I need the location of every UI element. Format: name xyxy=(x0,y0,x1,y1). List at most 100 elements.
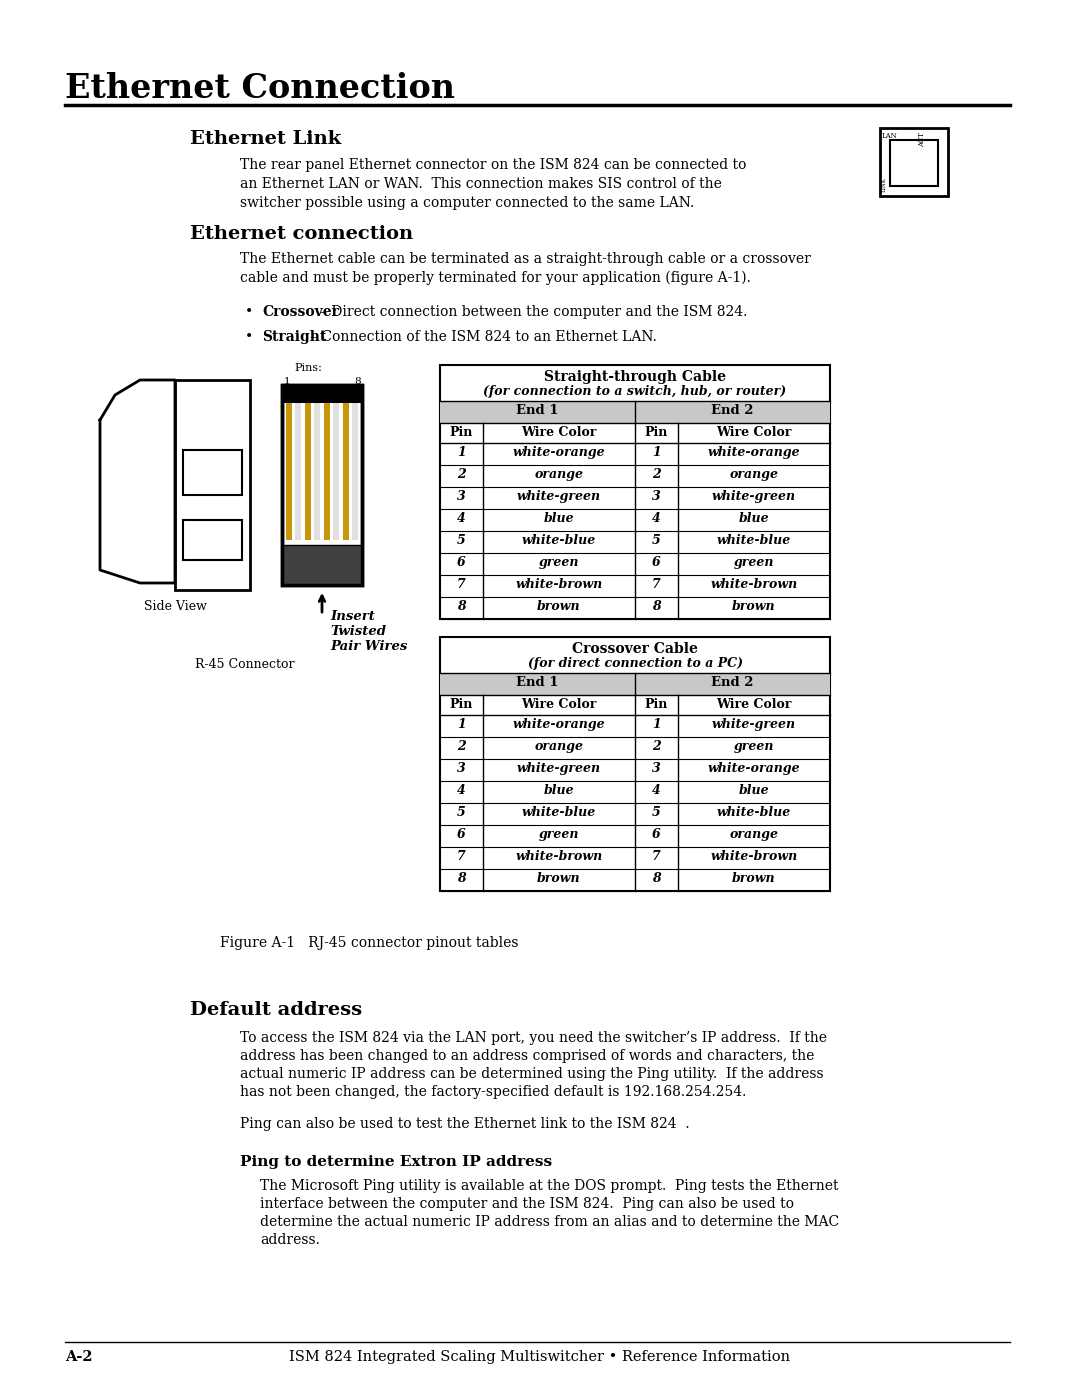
Text: End 2: End 2 xyxy=(712,676,754,689)
Text: (for direct connection to a PC): (for direct connection to a PC) xyxy=(527,657,743,671)
Bar xyxy=(440,673,635,694)
Text: Ethernet Link: Ethernet Link xyxy=(190,130,341,148)
Text: End 2: End 2 xyxy=(712,404,754,416)
Text: Wire Color: Wire Color xyxy=(522,698,596,711)
Text: Wire Color: Wire Color xyxy=(716,698,792,711)
Text: green: green xyxy=(539,556,579,569)
Text: – Direct connection between the computer and the ISM 824.: – Direct connection between the computer… xyxy=(320,305,747,319)
Text: 1: 1 xyxy=(652,446,661,460)
Bar xyxy=(440,365,831,619)
Text: 3: 3 xyxy=(652,490,661,503)
Text: actual numeric IP address can be determined using the Ping utility.  If the addr: actual numeric IP address can be determi… xyxy=(240,1067,824,1081)
Text: (for connection to a switch, hub, or router): (for connection to a switch, hub, or rou… xyxy=(484,386,786,398)
Text: 2: 2 xyxy=(652,740,661,753)
Bar xyxy=(440,401,635,423)
Text: 1: 1 xyxy=(457,446,465,460)
Text: has not been changed, the factory-specified default is 192.168.254.254.: has not been changed, the factory-specif… xyxy=(240,1085,746,1099)
Text: Pin: Pin xyxy=(449,698,473,711)
Text: white-orange: white-orange xyxy=(707,446,800,460)
Text: white-brown: white-brown xyxy=(711,578,797,591)
Text: The Microsoft Ping utility is available at the DOS prompt.  Ping tests the Ether: The Microsoft Ping utility is available … xyxy=(260,1179,838,1193)
Text: orange: orange xyxy=(729,468,779,481)
Text: green: green xyxy=(733,556,774,569)
Text: Pins:: Pins: xyxy=(294,363,322,373)
Text: Side View: Side View xyxy=(144,599,206,613)
Text: address has been changed to an address comprised of words and characters, the: address has been changed to an address c… xyxy=(240,1049,814,1063)
Text: brown: brown xyxy=(537,599,581,613)
Text: 5: 5 xyxy=(457,534,465,548)
Text: white-green: white-green xyxy=(712,718,796,731)
Text: Pin: Pin xyxy=(645,698,669,711)
Text: End 1: End 1 xyxy=(516,676,558,689)
Text: •: • xyxy=(245,305,253,319)
Text: white-blue: white-blue xyxy=(717,806,791,819)
Text: •: • xyxy=(245,330,253,344)
Text: 3: 3 xyxy=(652,761,661,775)
Text: white-green: white-green xyxy=(517,761,600,775)
Text: determine the actual numeric IP address from an alias and to determine the MAC: determine the actual numeric IP address … xyxy=(260,1215,839,1229)
Text: Straight-through Cable: Straight-through Cable xyxy=(544,370,726,384)
Text: brown: brown xyxy=(732,599,775,613)
Bar xyxy=(175,380,249,590)
Text: 8: 8 xyxy=(652,599,661,613)
Text: 1: 1 xyxy=(652,718,661,731)
Text: green: green xyxy=(733,740,774,753)
Text: A-2: A-2 xyxy=(65,1350,93,1363)
Text: ISM 824 Integrated Scaling Multiswitcher • Reference Information: ISM 824 Integrated Scaling Multiswitcher… xyxy=(289,1350,791,1363)
Text: 4: 4 xyxy=(457,511,465,525)
Text: Pin: Pin xyxy=(449,426,473,439)
Bar xyxy=(183,520,242,560)
Text: white-brown: white-brown xyxy=(711,849,797,863)
Text: brown: brown xyxy=(537,872,581,886)
Text: LAN: LAN xyxy=(882,131,897,140)
Bar xyxy=(285,390,292,541)
Text: 7: 7 xyxy=(652,849,661,863)
Bar xyxy=(440,637,831,891)
Text: 8: 8 xyxy=(652,872,661,886)
Text: Figure A-1   RJ-45 connector pinout tables: Figure A-1 RJ-45 connector pinout tables xyxy=(220,936,518,950)
Text: Crossover: Crossover xyxy=(262,305,339,319)
Text: 2: 2 xyxy=(457,740,465,753)
Text: blue: blue xyxy=(543,784,575,798)
Text: 7: 7 xyxy=(652,578,661,591)
Text: – Connection of the ISM 824 to an Ethernet LAN.: – Connection of the ISM 824 to an Ethern… xyxy=(310,330,657,344)
Text: ACT: ACT xyxy=(918,131,926,147)
Text: 6: 6 xyxy=(457,556,465,569)
Bar xyxy=(295,390,301,541)
Text: white-blue: white-blue xyxy=(717,534,791,548)
Text: 1: 1 xyxy=(284,377,291,386)
Text: white-brown: white-brown xyxy=(515,578,603,591)
Text: orange: orange xyxy=(729,828,779,841)
Text: R-45 Connector: R-45 Connector xyxy=(195,658,295,671)
Text: 8: 8 xyxy=(457,599,465,613)
Text: orange: orange xyxy=(535,740,583,753)
Text: Wire Color: Wire Color xyxy=(522,426,596,439)
Text: Straight: Straight xyxy=(262,330,326,344)
Bar xyxy=(635,673,831,694)
Text: switcher possible using a computer connected to the same LAN.: switcher possible using a computer conne… xyxy=(240,196,694,210)
Text: 6: 6 xyxy=(652,556,661,569)
Text: 4: 4 xyxy=(652,511,661,525)
Text: The Ethernet cable can be terminated as a straight-through cable or a crossover: The Ethernet cable can be terminated as … xyxy=(240,251,811,265)
Bar xyxy=(342,390,349,541)
Text: green: green xyxy=(539,828,579,841)
Bar xyxy=(183,450,242,495)
Text: 2: 2 xyxy=(457,468,465,481)
Text: To access the ISM 824 via the LAN port, you need the switcher’s IP address.  If : To access the ISM 824 via the LAN port, … xyxy=(240,1031,827,1045)
Text: The rear panel Ethernet connector on the ISM 824 can be connected to: The rear panel Ethernet connector on the… xyxy=(240,158,746,172)
Bar xyxy=(282,545,362,585)
Text: Wire Color: Wire Color xyxy=(716,426,792,439)
Text: white-orange: white-orange xyxy=(513,718,605,731)
Text: an Ethernet LAN or WAN.  This connection makes SIS control of the: an Ethernet LAN or WAN. This connection … xyxy=(240,177,721,191)
Text: End 1: End 1 xyxy=(516,404,558,416)
Text: 4: 4 xyxy=(457,784,465,798)
Text: 3: 3 xyxy=(457,761,465,775)
Text: 5: 5 xyxy=(652,534,661,548)
Text: Ping to determine Extron IP address: Ping to determine Extron IP address xyxy=(240,1155,552,1169)
Text: white-green: white-green xyxy=(517,490,600,503)
Text: Ethernet Connection: Ethernet Connection xyxy=(65,73,455,105)
Bar xyxy=(352,390,359,541)
Text: white-green: white-green xyxy=(712,490,796,503)
Text: white-blue: white-blue xyxy=(522,534,596,548)
Text: Default address: Default address xyxy=(190,1002,362,1018)
